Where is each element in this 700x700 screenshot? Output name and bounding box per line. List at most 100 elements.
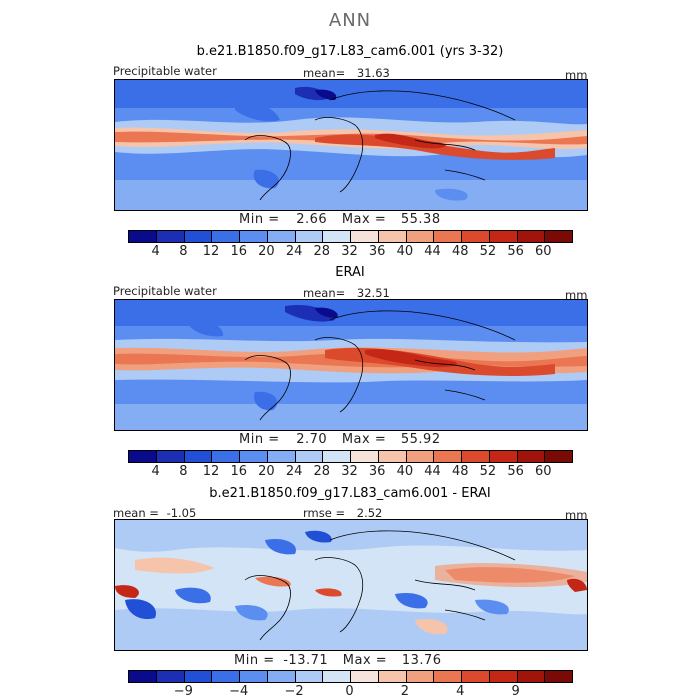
panel-1-mean-value: 31.63: [356, 66, 390, 80]
panel-3-max-label: Max =: [342, 653, 388, 668]
panel-2-title: ERAI: [335, 265, 365, 280]
panel-3-rmse: rmse = 2.52: [303, 506, 382, 520]
colorbar-tick-label: 28: [313, 244, 331, 259]
colorbar-swatch: [351, 671, 379, 682]
panel-1-variable: Precipitable water: [113, 64, 217, 78]
colorbar-swatch: [323, 231, 351, 242]
colorbar-tick-label: 32: [341, 244, 358, 259]
colorbar-tick-label: 36: [368, 464, 386, 479]
colorbar-swatch: [295, 671, 324, 682]
colorbar-swatch: [295, 451, 324, 462]
colorbar-tick-label: 56: [507, 244, 524, 259]
figure-title: ANN: [328, 10, 372, 31]
colorbar-tick-label: −9: [173, 684, 193, 699]
colorbar-swatch: [267, 231, 296, 242]
colorbar-tick-label: 44: [424, 464, 441, 479]
panel-3-mean: mean = -1.05: [113, 506, 196, 520]
colorbar-swatch: [156, 671, 185, 682]
panel-3-mean-label: mean =: [113, 506, 159, 520]
panel-3-title: b.e21.B1850.f09_g17.L83_cam6.001 - ERAI: [209, 486, 491, 501]
panel-1-min: Min = 2.66 Max = 55.38: [239, 212, 441, 227]
colorbar-swatch: [406, 451, 435, 462]
panel-3-colorbar: [128, 670, 573, 683]
colorbar-swatch: [212, 451, 240, 462]
panel-3-rmse-label: rmse =: [303, 506, 346, 520]
colorbar-swatch: [323, 671, 351, 682]
colorbar-tick-label: 4: [151, 464, 160, 479]
colorbar-tick-label: 24: [285, 244, 303, 259]
colorbar-swatch: [545, 451, 572, 462]
panel-2-map-svg: [115, 300, 587, 430]
panel-2-max-value: 55.92: [400, 432, 441, 447]
colorbar-swatch: [351, 451, 379, 462]
colorbar-tick-label: 20: [258, 464, 275, 479]
colorbar-swatch: [489, 451, 518, 462]
colorbar-swatch: [462, 451, 490, 462]
colorbar-swatch: [240, 451, 268, 462]
panel-3-rmse-value: 2.52: [356, 506, 383, 520]
colorbar-tick-label: 4: [151, 244, 160, 259]
colorbar-tick-label: 52: [479, 464, 497, 479]
colorbar-tick-label: 36: [368, 244, 386, 259]
panel-2-max-label: Max =: [341, 432, 387, 447]
colorbar-swatch: [406, 671, 435, 682]
colorbar-tick-label: 20: [258, 244, 275, 259]
panel-1-units: mm: [565, 68, 588, 82]
colorbar-swatch: [351, 231, 379, 242]
colorbar-tick-label: 60: [535, 244, 552, 259]
colorbar-swatch: [489, 231, 518, 242]
colorbar-swatch: [462, 671, 490, 682]
colorbar-tick-label: 48: [451, 464, 469, 479]
panel-2-map: [114, 299, 588, 431]
colorbar-swatch: [517, 451, 546, 462]
panel-3-map: [114, 519, 588, 651]
colorbar-swatch: [129, 231, 157, 242]
colorbar-tick-label: 9: [511, 684, 520, 699]
colorbar-tick-label: 2: [400, 684, 410, 699]
colorbar-tick-label: 12: [202, 244, 220, 259]
panel-3-units: mm: [565, 508, 588, 522]
colorbar-tick-label: 60: [535, 464, 552, 479]
panel-1-min-label: Min =: [239, 212, 280, 227]
colorbar-swatch: [517, 231, 546, 242]
colorbar-swatch: [378, 231, 407, 242]
colorbar-tick-label: 0: [345, 684, 354, 699]
colorbar-swatch: [462, 231, 490, 242]
colorbar-tick-label: −4: [229, 684, 249, 699]
colorbar-tick-label: 28: [313, 464, 331, 479]
colorbar-swatch: [240, 231, 268, 242]
colorbar-swatch: [212, 231, 240, 242]
panel-1-max-value: 55.38: [400, 212, 441, 227]
colorbar-swatch: [517, 671, 546, 682]
colorbar-swatch: [156, 231, 185, 242]
colorbar-tick-label: 32: [341, 464, 358, 479]
colorbar-swatch: [295, 231, 324, 242]
colorbar-swatch: [545, 231, 572, 242]
colorbar-tick-label: 16: [230, 464, 248, 479]
colorbar-tick-label: 52: [479, 244, 497, 259]
colorbar-swatch: [267, 451, 296, 462]
colorbar-swatch: [323, 451, 351, 462]
panel-3-max-value: 13.76: [401, 653, 442, 668]
colorbar-swatch: [489, 671, 518, 682]
panel-1-map-svg: [115, 80, 587, 210]
colorbar-tick-label: 12: [202, 464, 220, 479]
panel-3-min-value: -13.71: [283, 653, 329, 668]
panel-1-max-label: Max =: [341, 212, 387, 227]
panel-3-mean-value: -1.05: [166, 506, 197, 520]
colorbar-swatch: [434, 231, 462, 242]
colorbar-swatch: [212, 671, 240, 682]
colorbar-tick-label: 40: [396, 244, 414, 259]
panel-3-map-svg: [115, 520, 587, 650]
panel-3-min: Min = -13.71 Max = 13.76: [234, 653, 442, 668]
colorbar-swatch: [184, 671, 213, 682]
panel-1-title: b.e21.B1850.f09_g17.L83_cam6.001 (yrs 3-…: [196, 44, 504, 59]
colorbar-swatch: [184, 451, 213, 462]
colorbar-swatch: [156, 451, 185, 462]
colorbar-tick-label: 44: [424, 244, 441, 259]
colorbar-tick-label: 8: [179, 244, 188, 259]
colorbar-swatch: [184, 231, 213, 242]
panel-2-min-value: 2.70: [296, 432, 328, 447]
colorbar-swatch: [129, 671, 157, 682]
colorbar-tick-label: 48: [451, 244, 469, 259]
